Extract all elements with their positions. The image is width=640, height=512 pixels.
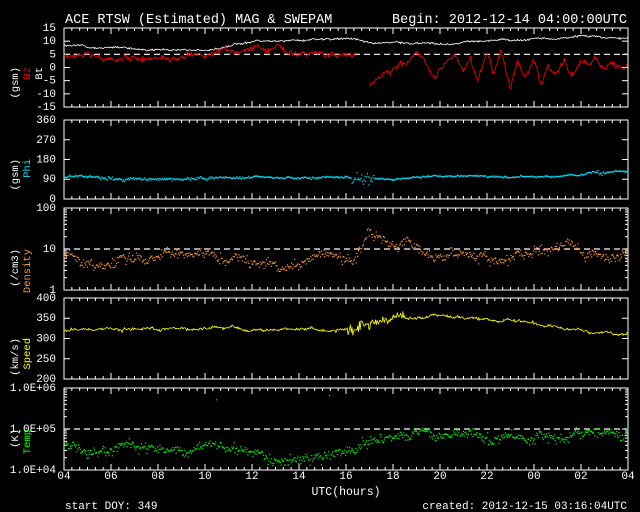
svg-text:15: 15 [43,23,56,35]
svg-text:12: 12 [245,471,258,483]
svg-text:22: 22 [480,471,493,483]
svg-text:(gsm): (gsm) [10,159,22,191]
svg-text:04: 04 [621,471,635,483]
svg-text:Begin: 2012-12-14 04:00:00UTC: Begin: 2012-12-14 04:00:00UTC [392,13,627,28]
svg-text:Density: Density [22,249,34,293]
svg-text:350: 350 [36,313,56,325]
svg-text:02: 02 [574,471,587,483]
svg-text:100: 100 [36,203,56,215]
svg-text:Speed: Speed [22,338,34,370]
svg-text:(km/s): (km/s) [10,338,22,376]
svg-text:10: 10 [43,36,56,48]
svg-text:10: 10 [43,244,56,256]
svg-text:90: 90 [43,174,56,186]
svg-text:Temp: Temp [22,429,34,454]
svg-text:(K): (K) [10,429,22,448]
svg-text:20: 20 [433,471,446,483]
svg-text:180: 180 [36,155,56,167]
svg-text:14: 14 [292,471,306,483]
svg-text:250: 250 [36,354,56,366]
svg-text:300: 300 [36,334,56,346]
svg-text:270: 270 [36,135,56,147]
svg-text:04: 04 [57,471,71,483]
svg-text:ACE RTSW (Estimated) MAG & SWE: ACE RTSW (Estimated) MAG & SWEPAM [65,13,332,28]
svg-text:Bz: Bz [22,67,34,80]
svg-text:1.0E+06: 1.0E+06 [10,383,56,395]
svg-text:1.0E+04: 1.0E+04 [10,465,57,477]
svg-text:06: 06 [104,471,117,483]
svg-text:UTC(hours): UTC(hours) [311,486,380,499]
svg-text:16: 16 [339,471,352,483]
svg-text:(/cm3): (/cm3) [10,249,22,287]
svg-text:5: 5 [49,49,56,61]
svg-text:360: 360 [36,115,56,127]
svg-text:08: 08 [151,471,164,483]
svg-text:-10: -10 [36,89,56,101]
svg-text:Bt: Bt [34,67,46,80]
svg-text:10: 10 [198,471,211,483]
svg-text:Phi: Phi [22,159,34,178]
svg-text:18: 18 [386,471,399,483]
svg-text:0: 0 [49,63,56,75]
svg-text:created: 2012-12-15 03:16:04UT: created: 2012-12-15 03:16:04UTC [422,501,627,512]
svg-text:00: 00 [527,471,540,483]
svg-text:start DOY: 349: start DOY: 349 [65,501,157,512]
svg-text:400: 400 [36,293,56,305]
svg-text:(gsm): (gsm) [10,67,22,99]
svg-text:-15: -15 [36,102,56,114]
